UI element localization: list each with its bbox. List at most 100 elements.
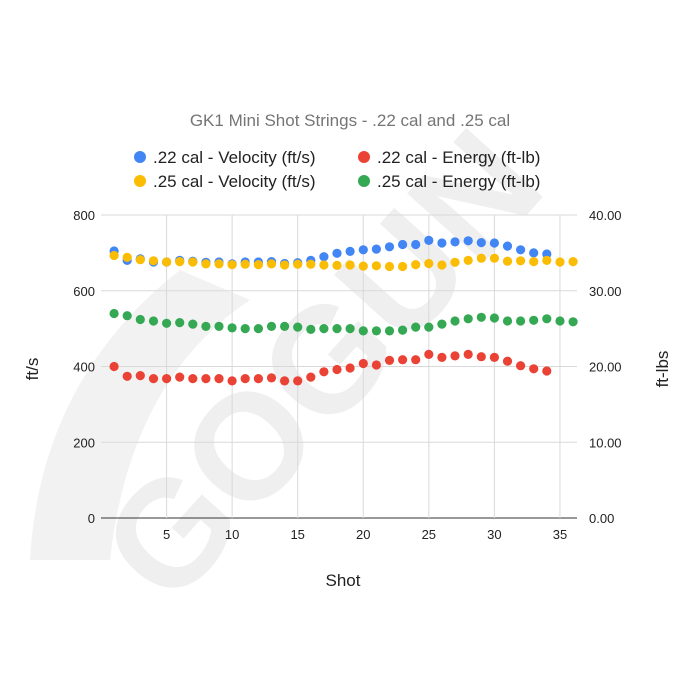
legend-item-25-energy[interactable]: .25 cal - Energy (ft-lb) xyxy=(358,172,540,191)
point-22-energy[interactable] xyxy=(371,360,381,370)
point-22-energy[interactable] xyxy=(502,356,513,366)
point-25-velocity[interactable] xyxy=(175,257,185,267)
point-22-energy[interactable] xyxy=(437,352,447,362)
point-25-velocity[interactable] xyxy=(411,260,421,270)
point-25-velocity[interactable] xyxy=(345,260,355,270)
point-25-energy[interactable] xyxy=(266,321,277,331)
point-22-energy[interactable] xyxy=(162,374,172,384)
point-25-energy[interactable] xyxy=(358,326,368,336)
point-22-velocity[interactable] xyxy=(450,237,460,247)
point-25-energy[interactable] xyxy=(437,319,447,329)
point-22-velocity[interactable] xyxy=(463,236,473,246)
point-25-velocity[interactable] xyxy=(502,256,513,266)
point-25-velocity[interactable] xyxy=(109,250,119,261)
point-25-velocity[interactable] xyxy=(148,256,159,266)
point-22-velocity[interactable] xyxy=(398,239,408,250)
point-22-energy[interactable] xyxy=(122,371,132,381)
point-22-velocity[interactable] xyxy=(319,252,329,262)
point-22-energy[interactable] xyxy=(306,372,316,382)
point-22-energy[interactable] xyxy=(384,355,395,365)
point-25-energy[interactable] xyxy=(516,316,526,326)
point-22-energy[interactable] xyxy=(240,374,250,384)
point-22-energy[interactable] xyxy=(201,374,211,384)
point-22-energy[interactable] xyxy=(253,374,263,384)
point-22-energy[interactable] xyxy=(188,374,198,384)
point-25-velocity[interactable] xyxy=(214,259,224,269)
point-25-velocity[interactable] xyxy=(135,255,145,265)
point-25-velocity[interactable] xyxy=(306,259,316,269)
point-25-energy[interactable] xyxy=(411,322,421,332)
point-25-energy[interactable] xyxy=(398,325,408,335)
point-25-energy[interactable] xyxy=(280,321,290,331)
point-22-energy[interactable] xyxy=(332,364,342,375)
point-22-energy[interactable] xyxy=(135,371,145,381)
point-22-energy[interactable] xyxy=(424,349,434,359)
point-22-energy[interactable] xyxy=(175,372,185,382)
point-25-velocity[interactable] xyxy=(240,259,250,269)
point-22-velocity[interactable] xyxy=(345,246,355,256)
point-25-energy[interactable] xyxy=(135,314,145,325)
point-22-velocity[interactable] xyxy=(332,248,342,258)
point-25-velocity[interactable] xyxy=(332,260,342,270)
point-22-energy[interactable] xyxy=(345,363,355,373)
point-25-energy[interactable] xyxy=(529,315,539,325)
point-25-velocity[interactable] xyxy=(266,259,277,269)
point-22-velocity[interactable] xyxy=(411,239,421,250)
point-25-velocity[interactable] xyxy=(201,259,211,269)
point-25-velocity[interactable] xyxy=(489,253,499,263)
point-22-energy[interactable] xyxy=(109,361,119,372)
point-22-energy[interactable] xyxy=(489,352,499,362)
point-22-energy[interactable] xyxy=(227,376,237,386)
point-25-velocity[interactable] xyxy=(227,260,237,270)
point-22-energy[interactable] xyxy=(529,364,539,374)
point-25-velocity[interactable] xyxy=(280,260,290,270)
point-22-energy[interactable] xyxy=(450,351,460,361)
point-25-velocity[interactable] xyxy=(424,258,434,269)
point-25-energy[interactable] xyxy=(476,312,486,322)
point-22-energy[interactable] xyxy=(280,376,290,386)
point-25-velocity[interactable] xyxy=(384,261,395,272)
point-25-velocity[interactable] xyxy=(529,257,539,267)
point-25-velocity[interactable] xyxy=(542,255,552,265)
point-25-velocity[interactable] xyxy=(463,255,473,265)
point-25-energy[interactable] xyxy=(109,308,119,319)
point-25-energy[interactable] xyxy=(371,326,381,336)
point-22-energy[interactable] xyxy=(411,355,421,365)
point-25-velocity[interactable] xyxy=(293,259,303,269)
point-25-velocity[interactable] xyxy=(253,260,263,270)
point-22-velocity[interactable] xyxy=(384,242,395,252)
point-25-energy[interactable] xyxy=(345,324,355,334)
point-25-energy[interactable] xyxy=(306,324,316,334)
point-25-energy[interactable] xyxy=(502,316,513,326)
point-22-energy[interactable] xyxy=(358,358,368,369)
point-22-energy[interactable] xyxy=(319,367,329,377)
point-25-energy[interactable] xyxy=(162,318,172,328)
point-25-velocity[interactable] xyxy=(516,256,526,266)
legend-item-22-velocity[interactable]: .22 cal - Velocity (ft/s) xyxy=(134,148,316,167)
point-25-energy[interactable] xyxy=(293,322,303,332)
point-22-energy[interactable] xyxy=(516,361,526,371)
point-25-energy[interactable] xyxy=(319,324,329,334)
point-25-velocity[interactable] xyxy=(371,261,381,271)
point-22-energy[interactable] xyxy=(463,349,473,359)
point-25-energy[interactable] xyxy=(148,316,159,326)
point-25-energy[interactable] xyxy=(227,323,237,333)
point-22-energy[interactable] xyxy=(266,373,277,383)
point-25-energy[interactable] xyxy=(240,324,250,334)
point-22-velocity[interactable] xyxy=(516,245,526,255)
point-25-energy[interactable] xyxy=(424,322,434,332)
point-25-velocity[interactable] xyxy=(437,260,447,270)
point-25-velocity[interactable] xyxy=(358,261,368,271)
legend-item-25-velocity[interactable]: .25 cal - Velocity (ft/s) xyxy=(134,172,316,191)
point-22-velocity[interactable] xyxy=(371,244,381,254)
point-22-energy[interactable] xyxy=(542,366,552,376)
point-22-velocity[interactable] xyxy=(437,238,447,248)
point-25-energy[interactable] xyxy=(463,314,473,324)
point-25-energy[interactable] xyxy=(214,321,224,331)
point-25-velocity[interactable] xyxy=(122,252,132,262)
point-25-energy[interactable] xyxy=(384,326,395,336)
point-25-velocity[interactable] xyxy=(319,260,329,270)
point-25-energy[interactable] xyxy=(253,324,263,334)
point-22-velocity[interactable] xyxy=(424,235,434,245)
legend-item-22-energy[interactable]: .22 cal - Energy (ft-lb) xyxy=(358,148,540,167)
